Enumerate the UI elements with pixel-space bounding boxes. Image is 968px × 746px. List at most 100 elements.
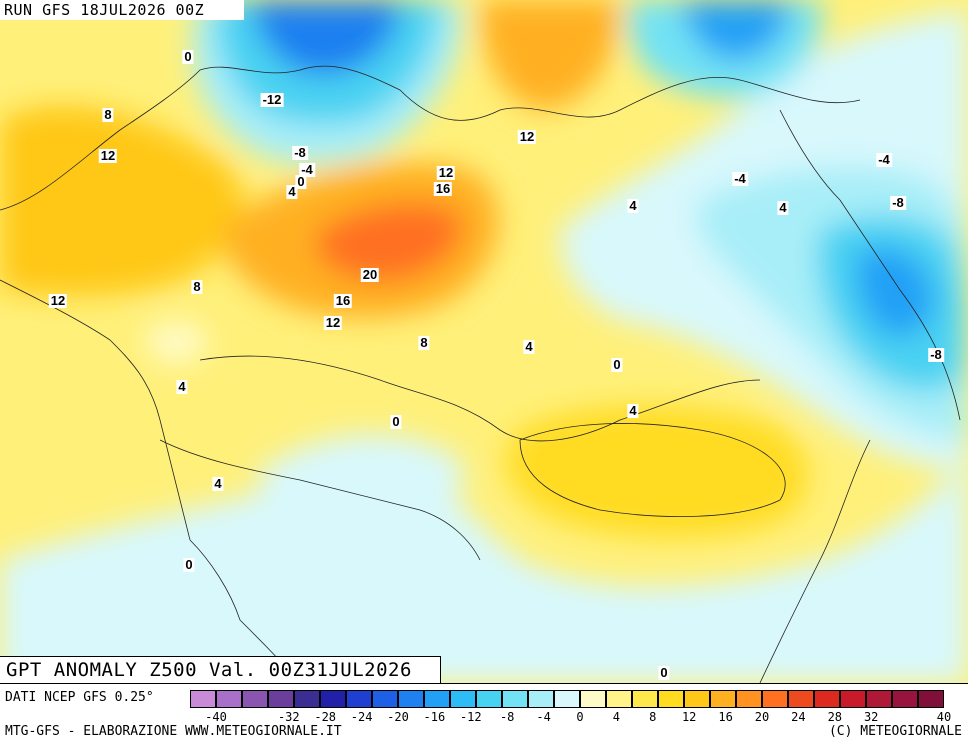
colorbar-swatch [450,690,476,708]
colorbar-tick-label: -24 [350,710,373,724]
contour-label: 4 [176,379,188,394]
colorbar-tick-label: 20 [754,710,770,724]
anomaly-field [0,0,968,683]
contour-label: 12 [323,315,343,330]
contour-label: 12 [48,293,68,308]
colorbar-swatch [814,690,840,708]
map-title: GPT ANOMALY Z500 Val. 00Z31JUL2026 [6,659,412,681]
contour-label: 0 [658,665,670,680]
contour-label: -8 [928,347,944,362]
contour-label: 4 [627,403,639,418]
contour-label: 4 [627,198,639,213]
border-mongolia [519,423,786,517]
contour-label: -8 [292,145,308,160]
colorbar-swatch [398,690,424,708]
colorbar-tick-label: 12 [681,710,697,724]
contour-label: 12 [436,165,456,180]
anomaly-map [0,0,968,683]
colorbar-tick-label: 40 [936,710,952,724]
contour-label: -8 [890,195,906,210]
colorbar-swatch [632,690,658,708]
colorbar-swatch [554,690,580,708]
colorbar-swatch [580,690,606,708]
pale-anomaly-zone-south [0,460,968,683]
colorbar-tick-label: -32 [277,710,300,724]
colorbar-swatch [736,690,762,708]
colorbar-tick-label: -20 [387,710,409,724]
contour-label: 8 [191,279,203,294]
contour-label: 0 [295,174,307,189]
colorbar-swatch [710,690,736,708]
colorbar-swatch [320,690,346,708]
contour-label: 0 [182,49,194,64]
colorbar-swatch [840,690,866,708]
border-russia-kazakhstan [199,355,761,442]
colorbar-swatch [294,690,320,708]
orange-anomaly-north [480,0,620,110]
colorbar-swatch [502,690,528,708]
colorbar-swatch [424,690,450,708]
coastline [0,65,861,211]
colorbar-tick-label: 8 [649,710,657,724]
contour-label: 8 [102,107,114,122]
contour-label: -4 [299,162,315,177]
contour-label: 20 [360,267,380,282]
coastline-china [759,439,871,683]
colorbar-swatch [476,690,502,708]
contour-label: 4 [523,339,535,354]
blue-anomaly-northeast [680,0,790,61]
orange-anomaly-west [0,105,242,296]
contour-label: -4 [876,152,892,167]
colorbar-tick-label: -40 [205,710,227,724]
border-europe [0,279,191,541]
pale-anomaly-zone-west [258,434,464,522]
contour-label: -4 [732,171,748,186]
pale-yellow-spot [144,321,210,364]
colorbar-swatch [658,690,684,708]
contour-label: 0 [390,414,402,429]
colorbar-swatch [866,690,892,708]
colorbar-tick-label: -28 [314,710,337,724]
deep-blue-anomaly-east [856,247,935,337]
contour-label: 16 [433,181,453,196]
contour-label: 4 [212,476,224,491]
contour-label: 8 [418,335,430,350]
colorbar-swatch [346,690,372,708]
colorbar-swatch [242,690,268,708]
colorbar-tick-label: 0 [576,710,584,724]
colorbar-swatch [892,690,918,708]
colorbar-tick-label: 32 [863,710,879,724]
credit-left: MTG-GFS - ELABORAZIONE WWW.METEOGIORNALE… [5,724,342,739]
contour-label: 4 [777,200,789,215]
colorbar-swatch [762,690,788,708]
colorbar-tick-label: 24 [791,710,806,724]
strong-orange-anomaly-core [315,203,462,281]
colorbar-swatch [190,690,216,708]
colorbar-tick-label: 16 [718,710,733,724]
deep-blue-anomaly-north [250,0,400,76]
data-source: DATI NCEP GFS 0.25° [5,690,154,705]
map-title-box: GPT ANOMALY Z500 Val. 00Z31JUL2026 [0,656,441,684]
contour-label: 16 [333,293,353,308]
contour-label: 0 [611,357,623,372]
colorbar-swatch [372,690,398,708]
run-title: RUN GFS 18JUL2026 00Z [0,0,244,20]
credit-right: (C) METEOGIORNALE [828,724,962,739]
contour-label: 12 [517,129,537,144]
colorbar-tick-label: 28 [827,710,843,724]
contour-label: 12 [98,148,118,163]
contour-label: 4 [286,184,298,199]
colorbar-tick-label: -8 [499,710,515,724]
colorbar-swatch [528,690,554,708]
colorbar-tick-label: -4 [536,710,551,724]
colorbar-swatch [684,690,710,708]
colorbar-tick-label: -12 [459,710,482,724]
footer: DATI NCEP GFS 0.25° -40 -32 -28 -24 -20 -16 -1… [0,683,968,746]
colorbar-swatch [788,690,814,708]
contour-label: -12 [260,92,284,107]
colorbar-tick-label: 4 [612,710,621,724]
colorbar-tick-label: -16 [423,710,446,724]
colorbar-swatch [268,690,294,708]
border-central-asia [159,439,481,561]
contour-label: 0 [183,557,195,572]
